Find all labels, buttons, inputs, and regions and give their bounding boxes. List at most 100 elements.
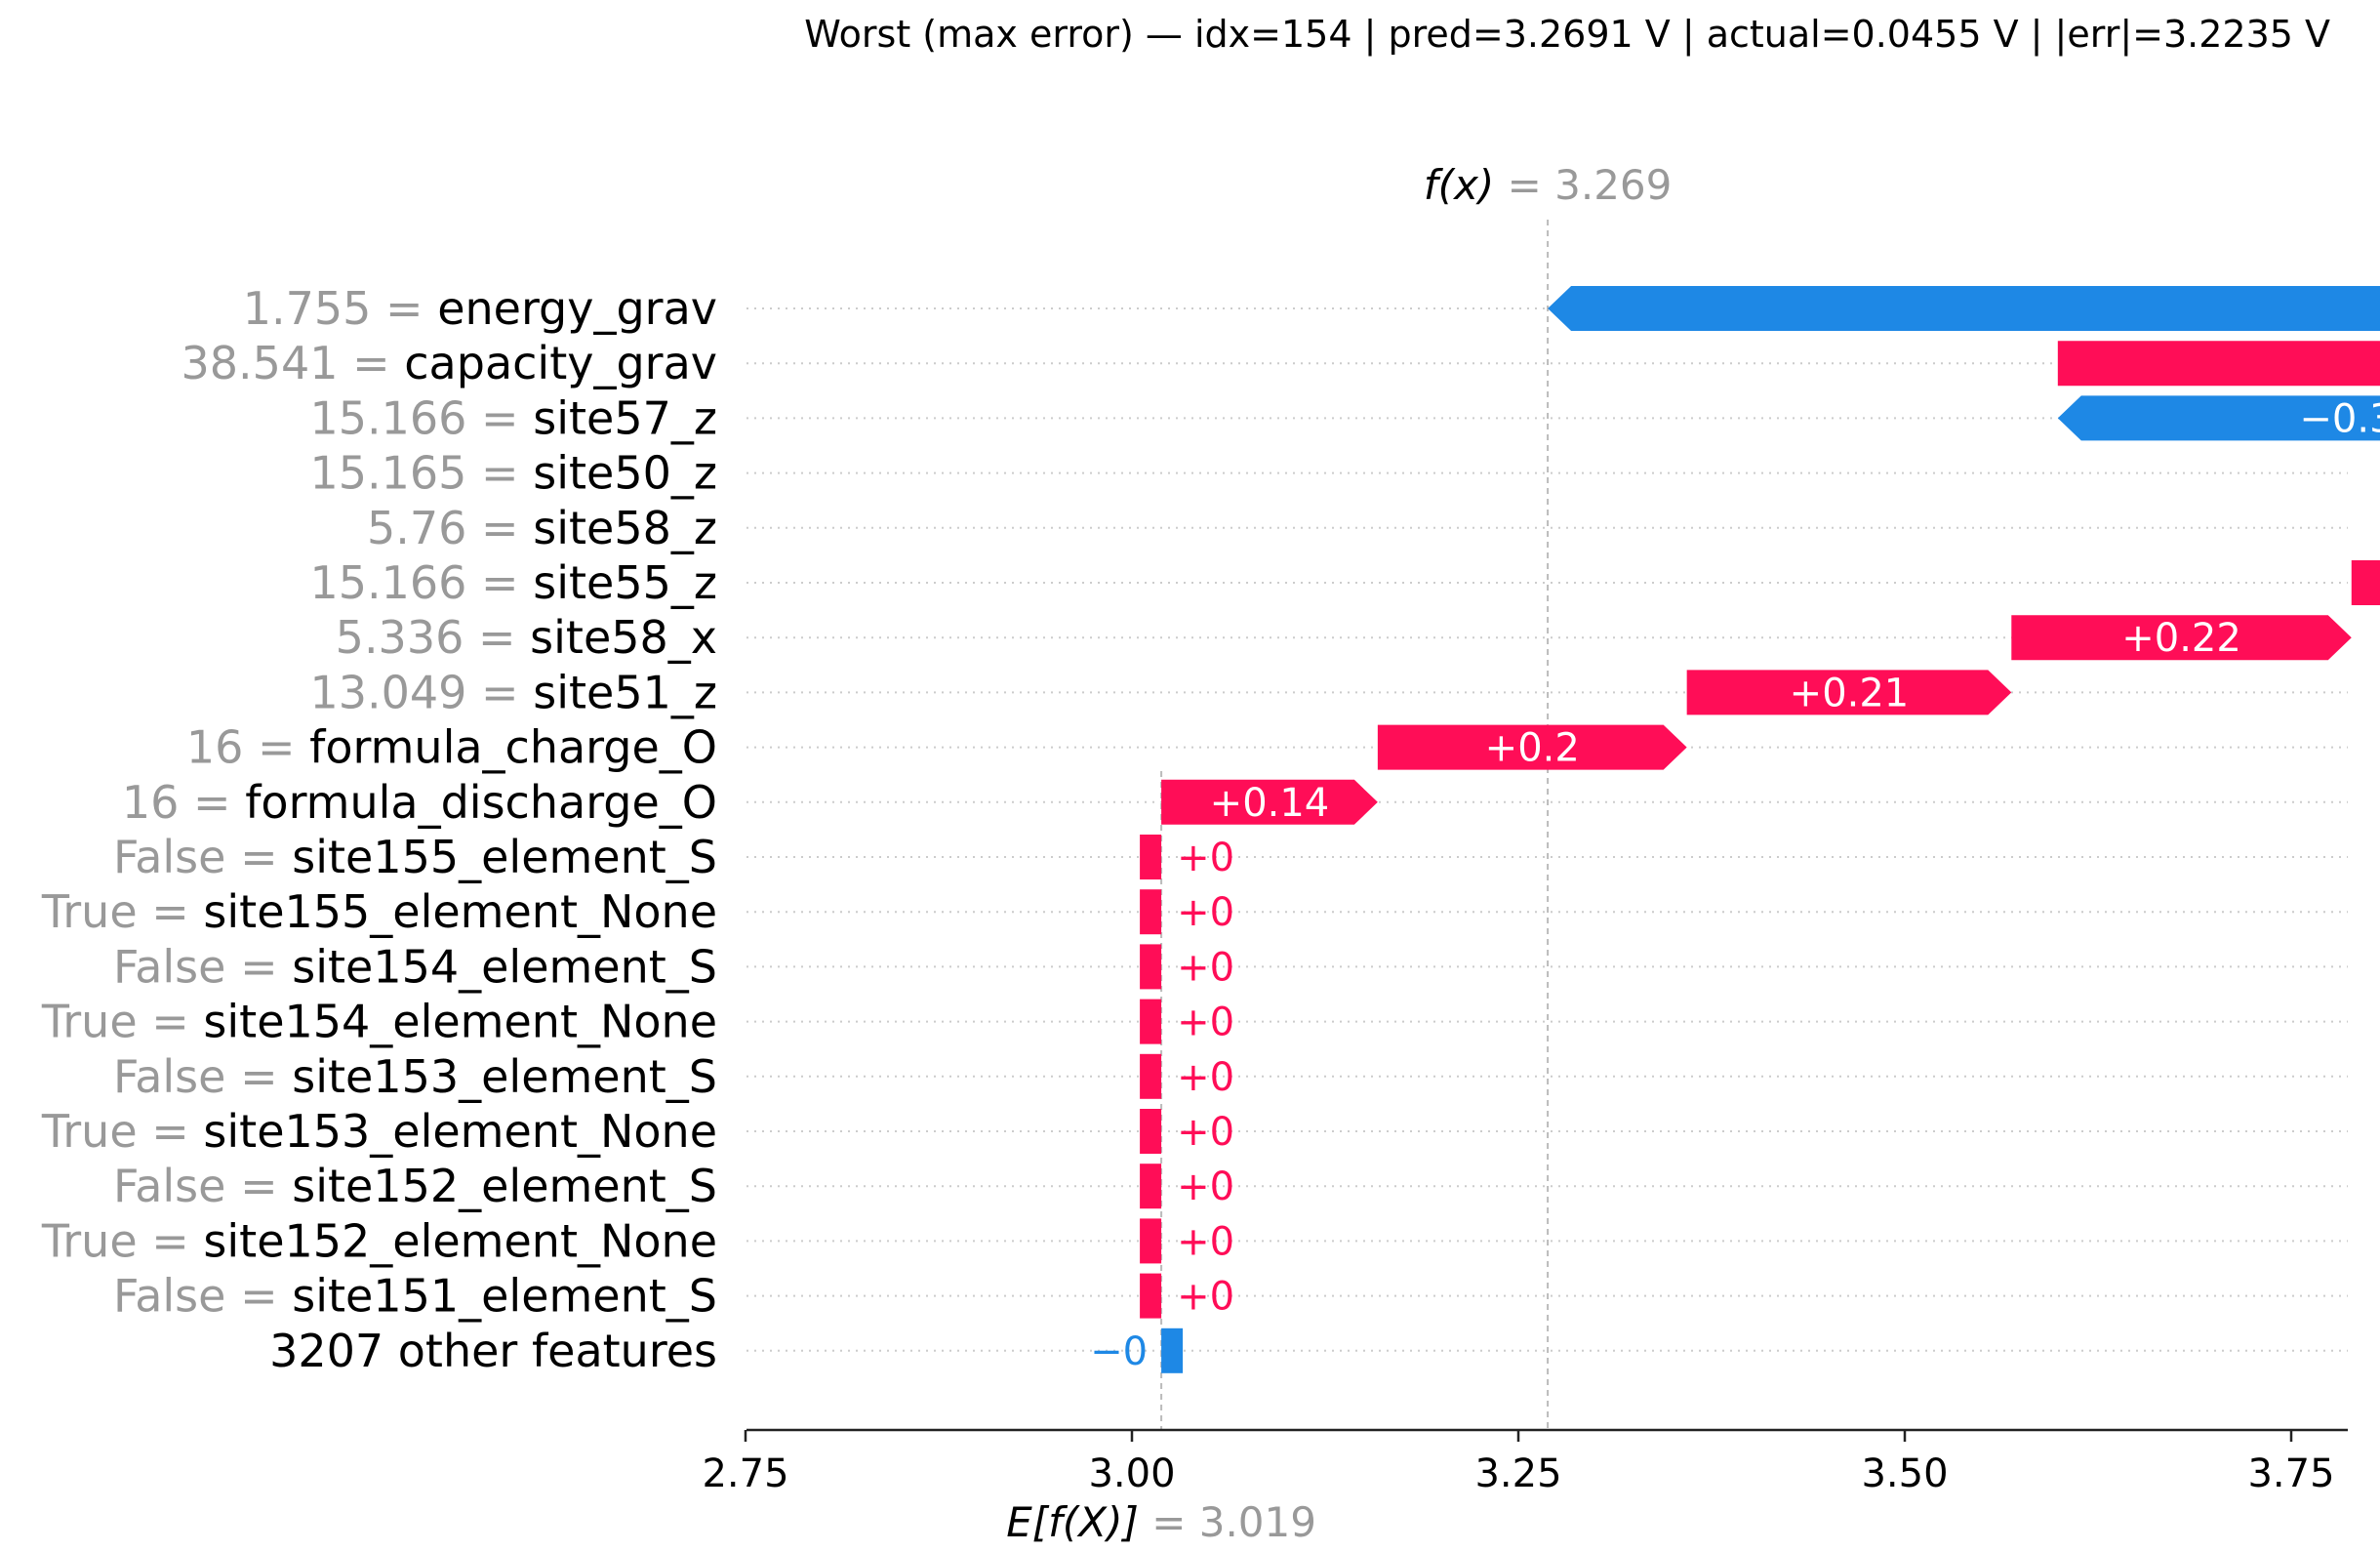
feature-label: False = site151_element_S [113,1270,717,1323]
shap-bar [1161,779,1378,825]
feature-name: site153_element_S [292,1050,717,1103]
feature-name: capacity_grav [404,337,717,389]
feature-label: 15.165 = site50_z [309,447,717,500]
chart-title: Worst (max error) — idx=154 | pred=3.269… [804,13,2330,57]
shap-bar [1140,1053,1162,1099]
shap-bar [1140,889,1162,935]
x-tick-label: 3.50 [1861,1451,1948,1496]
feature-value: 1.755 = [243,282,437,335]
feature-label: False = site153_element_S [113,1050,717,1103]
feature-value: True = [41,996,204,1048]
feature-name: site58_x [530,611,717,664]
feature-value: 5.76 = [367,502,533,554]
feature-value: False = [113,1270,292,1323]
feature-value: 16 = [122,776,245,829]
x-tick-label: 3.75 [2247,1451,2334,1496]
bar-value-label: +0.14 [1210,781,1330,826]
bar-value-label: +0 [1177,1110,1234,1155]
feature-value: True = [41,1105,204,1158]
shap-bar [1686,670,2012,715]
feature-name: energy_grav [437,282,717,335]
feature-name: site152_element_None [203,1214,717,1267]
feature-value: 16 = [186,721,309,774]
shap-bar [1161,1327,1184,1373]
shap-bar [1140,999,1162,1044]
shap-bar [1140,835,1162,879]
guide-layer [746,220,2348,1430]
bar-value-label: +0 [1177,945,1234,990]
bar-value-label: +0.22 [2121,616,2241,661]
feature-label: False = site155_element_S [113,831,717,883]
feature-label: 3207 other features [269,1325,717,1377]
feature-value: 15.166 = [309,556,533,609]
feature-label: True = site154_element_None [41,996,717,1048]
bar-value-label: −0 [1090,1329,1148,1374]
feature-value: False = [113,1160,292,1212]
feature-label: False = site154_element_S [113,940,717,993]
feature-name: site154_element_S [292,940,717,993]
feature-label: 16 = formula_discharge_O [122,776,717,829]
x-axis: 2.753.003.253.503.754.004.254.504.75 [702,1428,2348,1496]
feature-label: 15.166 = site57_z [309,391,717,444]
feature-name: site155_element_S [292,831,717,883]
feature-name: site155_element_None [203,885,717,938]
feature-value: 15.165 = [309,447,533,500]
feature-name: site50_z [533,447,717,500]
feature-name: site153_element_None [203,1105,717,1158]
feature-label: False = site152_element_S [113,1160,717,1212]
feature-name: 3207 other features [269,1325,717,1377]
bar-value-label: +0.21 [1790,671,1910,715]
feature-value: 15.166 = [309,391,533,444]
feature-label: 38.541 = capacity_grav [182,337,717,389]
bar-value-label: +0 [1177,1275,1234,1320]
bars-layer: −1.5+1.17−0.39−0.3+0.25+0.25+0.22+0.21+0… [1090,286,2380,1374]
bar-value-label: +0 [1177,836,1234,880]
feature-label: True = site152_element_None [41,1214,717,1267]
bar-value-label: −0.39 [2299,396,2380,441]
base-value-label: E[f(X)] = 3.019 [1006,1498,1316,1546]
fx-label: f(x) = 3.269 [1424,161,1673,209]
bar-value-label: +0 [1177,1164,1234,1209]
feature-label: 1.755 = energy_grav [243,282,717,335]
feature-value: True = [41,1214,204,1267]
bar-value-label: +0 [1177,890,1234,935]
feature-name: formula_discharge_O [245,776,717,829]
feature-label: 13.049 = site51_z [309,666,717,718]
feature-value: True = [41,885,204,938]
bar-value-label: +0.2 [1485,726,1580,771]
shap-bar [2011,615,2352,661]
feature-label: True = site155_element_None [41,885,717,938]
x-tick-label: 3.00 [1088,1451,1175,1496]
bar-value-label: +0 [1177,1219,1234,1264]
shap-bar [1140,1218,1162,1264]
feature-value: 5.336 = [336,611,530,664]
shap-bar [2351,560,2380,605]
feature-value: False = [113,940,292,993]
shap-bar [1140,1273,1162,1319]
feature-name: formula_charge_O [309,721,717,774]
feature-value: False = [113,1050,292,1103]
feature-name: site55_z [533,556,717,609]
shap-bar [1140,1164,1162,1209]
feature-label: 5.76 = site58_z [367,502,717,554]
feature-name: site58_z [533,502,717,554]
feature-name: site154_element_None [203,996,717,1048]
feature-name: site51_z [533,666,717,718]
shap-bar [2057,395,2380,441]
x-tick-label: 2.75 [702,1451,788,1496]
feature-label: True = site153_element_None [41,1105,717,1158]
reference-labels: f(x) = 3.269 E[f(X)] = 3.019 [1006,161,1672,1546]
x-tick-label: 3.25 [1474,1451,1561,1496]
feature-name: site152_element_S [292,1160,717,1212]
bar-value-label: +0 [1177,1055,1234,1100]
feature-name: site151_element_S [292,1270,717,1323]
feature-value: False = [113,831,292,883]
bar-value-label: +0 [1177,1001,1234,1045]
feature-label: 16 = formula_charge_O [186,721,717,774]
feature-value: 38.541 = [182,337,405,389]
feature-label: 15.166 = site55_z [309,556,717,609]
shap-bar [1548,286,2380,331]
shap-bar [2057,341,2380,387]
